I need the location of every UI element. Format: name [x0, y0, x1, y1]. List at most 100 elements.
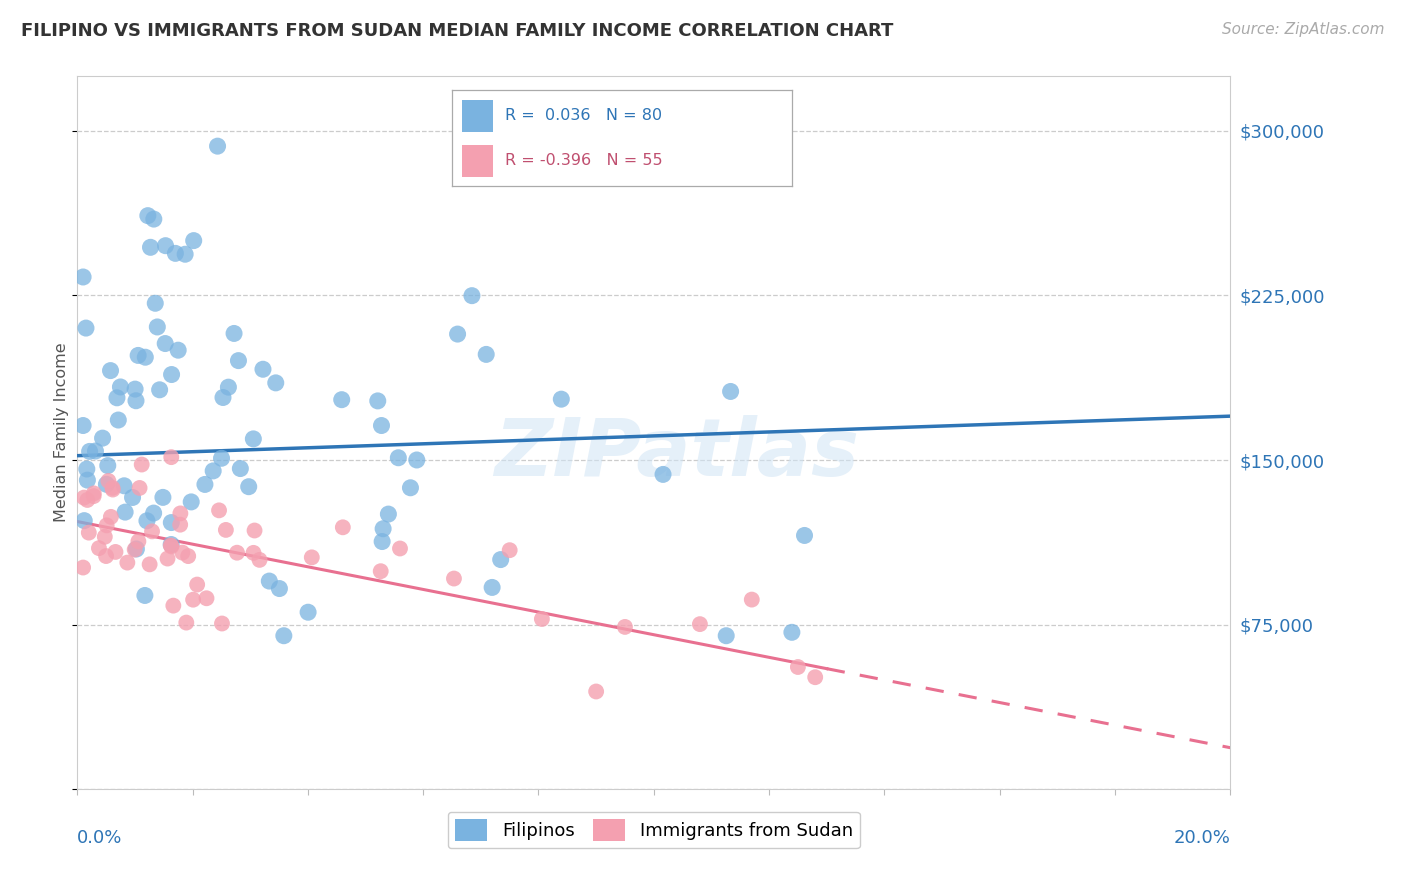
Point [489, 552, 512, 566]
Point [297, 605, 319, 619]
Point [720, 384, 742, 399]
Point [77, 525, 100, 540]
Point [139, 240, 162, 254]
Point [370, 418, 392, 433]
Text: FILIPINO VS IMMIGRANTS FROM SUDAN MEDIAN FAMILY INCOME CORRELATION CHART: FILIPINO VS IMMIGRANTS FROM SUDAN MEDIAN… [21, 22, 893, 40]
Point [96, 477, 118, 491]
Y-axis label: Median Family Income: Median Family Income [53, 343, 69, 523]
Point [72, 418, 94, 433]
Point [499, 543, 522, 558]
Point [259, 574, 281, 588]
Point [716, 629, 738, 643]
Point [211, 451, 233, 466]
Point [131, 458, 153, 472]
Point [127, 534, 149, 549]
Point [134, 589, 156, 603]
Point [222, 326, 245, 341]
Point [149, 383, 172, 397]
Point [124, 382, 146, 396]
Point [94, 549, 117, 563]
Point [202, 464, 225, 478]
Point [125, 541, 148, 556]
Point [72, 270, 94, 285]
Point [136, 514, 159, 528]
Point [226, 546, 249, 560]
Point [793, 528, 815, 542]
Point [152, 491, 174, 505]
Point [689, 617, 711, 632]
Point [128, 481, 150, 495]
Point [787, 660, 810, 674]
Point [242, 546, 264, 560]
Point [741, 592, 763, 607]
Point [169, 517, 191, 532]
Point [159, 538, 181, 552]
Point [97, 458, 120, 473]
Point [110, 380, 132, 394]
Point [249, 553, 271, 567]
Point [121, 491, 143, 505]
Point [176, 615, 198, 630]
Point [142, 212, 165, 227]
Point [614, 620, 637, 634]
Point [183, 234, 205, 248]
Point [155, 336, 177, 351]
Point [101, 483, 124, 497]
Point [160, 368, 183, 382]
Point [165, 246, 187, 260]
Point [76, 492, 98, 507]
Point [273, 629, 295, 643]
Point [134, 350, 156, 364]
Point [388, 541, 411, 556]
Text: 0.0%: 0.0% [77, 829, 122, 847]
Point [377, 507, 399, 521]
Point [83, 489, 105, 503]
Point [371, 522, 394, 536]
Point [84, 444, 107, 458]
Point [481, 581, 503, 595]
Point [212, 391, 235, 405]
Point [252, 362, 274, 376]
Text: ZIPatlas: ZIPatlas [495, 415, 859, 493]
Point [301, 550, 323, 565]
Point [238, 480, 260, 494]
Point [229, 461, 252, 475]
Text: Source: ZipAtlas.com: Source: ZipAtlas.com [1222, 22, 1385, 37]
Point [207, 139, 229, 153]
Point [138, 558, 160, 572]
Point [127, 348, 149, 362]
Point [217, 380, 239, 394]
Point [124, 542, 146, 557]
Point [160, 450, 183, 465]
Point [141, 524, 163, 539]
Point [75, 321, 97, 335]
Point [172, 545, 194, 559]
Point [105, 391, 128, 405]
Point [530, 612, 553, 626]
Point [87, 541, 110, 556]
Point [76, 473, 98, 487]
Point [330, 392, 353, 407]
Point [186, 577, 208, 591]
Point [211, 616, 233, 631]
Point [550, 392, 572, 406]
Point [100, 363, 122, 377]
Point [475, 347, 498, 361]
Point [269, 582, 291, 596]
Point [97, 474, 120, 488]
Point [195, 591, 218, 606]
Point [125, 393, 148, 408]
Point [243, 524, 266, 538]
Point [79, 444, 101, 458]
Point [399, 481, 422, 495]
Point [585, 684, 607, 698]
Point [160, 537, 183, 551]
Point [443, 572, 465, 586]
Point [264, 376, 287, 390]
Point [177, 549, 200, 563]
Point [169, 507, 191, 521]
Point [162, 599, 184, 613]
Point [112, 479, 135, 493]
Point [174, 247, 197, 261]
Point [461, 288, 484, 302]
